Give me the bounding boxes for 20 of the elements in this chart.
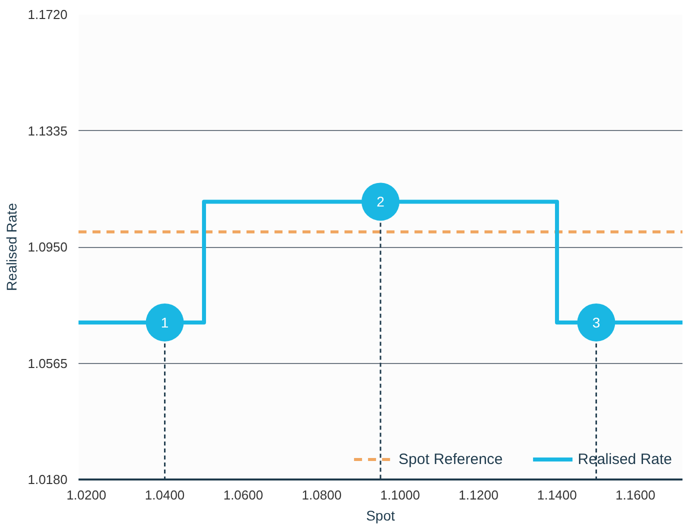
x-axis-title: Spot [366, 508, 396, 524]
y-tick-label: 1.0180 [28, 472, 68, 487]
y-tick-label: 1.0565 [28, 356, 68, 371]
x-tick-label: 1.1400 [537, 488, 577, 502]
annotation: 3 [592, 314, 600, 330]
x-tick-label: 1.0200 [66, 488, 106, 502]
x-tick-label: 1.0600 [223, 488, 264, 502]
legend-label: Realised Rate [578, 450, 672, 468]
x-tick-label: 1.0800 [302, 488, 342, 502]
y-tick-label: 1.0950 [28, 240, 68, 254]
y-axis-title: Realised Rate [4, 202, 20, 291]
annotation: 1 [160, 314, 169, 330]
x-tick-label: 1.1000 [380, 488, 420, 502]
annotation: 2 [376, 194, 385, 210]
legend-label: Spot Reference [398, 450, 503, 468]
y-tick-label: 1.1720 [28, 7, 68, 22]
x-tick-label: 1.1600 [616, 488, 656, 502]
x-tick-label: 1.0400 [144, 488, 185, 502]
x-tick-label: 1.1200 [458, 488, 498, 502]
y-tick-label: 1.1335 [28, 123, 68, 138]
